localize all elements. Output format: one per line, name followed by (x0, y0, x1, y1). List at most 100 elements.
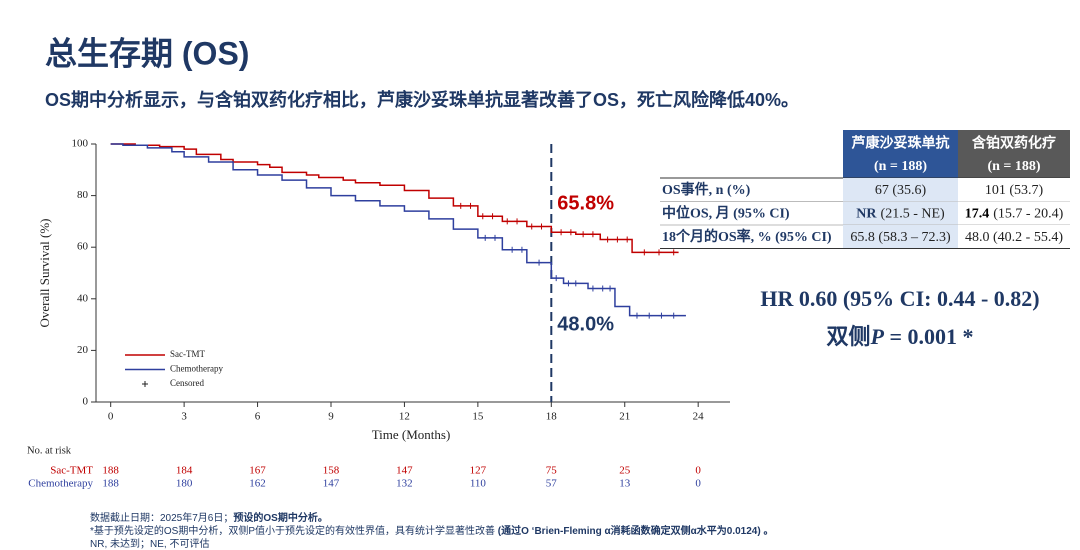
x-axis-label: Time (Months) (372, 427, 451, 442)
survival-curve (110, 143, 686, 317)
table-cell-text: (21.5 - NE) (881, 206, 945, 221)
risk-value: 167 (249, 465, 266, 477)
x-tick-label: 0 (108, 411, 114, 423)
censor-mark (656, 249, 663, 256)
table-header-cell (958, 130, 1070, 178)
table-cell: 65.8 (58.3 – 72.3) (850, 230, 951, 245)
censor-mark (670, 249, 677, 256)
footnote-text: 数据截止日期：2025年7月6日； (90, 511, 233, 524)
censor-mark (607, 285, 614, 292)
risk-value: 75 (546, 465, 558, 477)
footnote: *基于预先设定的OS期中分析，双侧P值小于预先设定的有效性界值，具有统计学显著性… (90, 524, 773, 537)
censor-mark (565, 280, 572, 287)
table-cell: 17.4 (15.7 - 20.4) (965, 206, 1064, 221)
table-cell-bg (843, 178, 958, 202)
risk-value: 162 (249, 478, 266, 490)
table-cell-bg (958, 225, 1070, 249)
x-tick-label: 6 (255, 411, 261, 423)
y-tick-label: 100 (72, 138, 89, 150)
risk-value: 0 (695, 478, 701, 490)
censor-mark (536, 259, 543, 266)
footnote-bold: 预设的OS期中分析。 (233, 511, 327, 524)
table-cell-text: 65.8 (58.3 – 72.3) (850, 230, 951, 245)
footnote-text: *基于预先设定的OS期中分析，双侧P值小于预先设定的有效性界值，具有统计学显著性… (90, 524, 498, 537)
censor-mark (572, 280, 579, 287)
y-tick-label: 80 (77, 189, 89, 201)
y-tick-label: 20 (77, 344, 89, 356)
x-tick-label: 9 (328, 411, 334, 423)
p-text: 双侧P = 0.001 * (826, 324, 973, 349)
censor-mark (558, 229, 565, 236)
risk-value: 13 (619, 478, 631, 490)
footnote-bold: (通过O ‘Brien-Fleming α消耗函数确定双侧α水平为0.0124)… (498, 524, 774, 537)
table-cell: 67 (35.6) (875, 183, 927, 198)
x-tick-label: 3 (181, 411, 187, 423)
risk-value: 180 (176, 478, 193, 490)
y-axis-label: Overall Survival (%) (37, 218, 52, 327)
censor-mark (467, 202, 474, 209)
table-header: 芦康沙妥珠单抗 (852, 135, 950, 151)
risk-value: 0 (695, 465, 701, 477)
y-tick-label: 60 (77, 241, 89, 253)
table-cell: NR (21.5 - NE) (856, 206, 945, 221)
risk-value: 147 (396, 465, 413, 477)
risk-value: 127 (470, 465, 487, 477)
censor-mark (670, 312, 677, 319)
censor-mark (528, 223, 535, 230)
censor-mark (538, 223, 545, 230)
censor-mark (518, 246, 525, 253)
y-tick-label: 0 (83, 396, 89, 408)
censor-mark (614, 236, 621, 243)
risk-value: 188 (102, 465, 119, 477)
risk-value: 158 (323, 465, 340, 477)
censor-mark (599, 285, 606, 292)
table-row-label: 18个月的OS率, % (95% CI) (662, 228, 832, 245)
table-cell-bg (843, 201, 958, 225)
table-cell-text: 67 (35.6) (875, 183, 927, 198)
censor-mark (457, 202, 464, 209)
censor-mark (492, 234, 499, 241)
censor-mark (553, 275, 560, 282)
y-tick-label: 40 (77, 292, 89, 304)
footnote: 数据截止日期：2025年7月6日；预设的OS期中分析。 (90, 511, 328, 524)
table-header-cell (843, 130, 958, 178)
table-cell: 101 (53.7) (985, 183, 1044, 198)
risk-value: 25 (619, 465, 631, 477)
table-cell-bold: 17.4 (965, 206, 990, 221)
risk-row-name: Sac-TMT (50, 465, 93, 477)
title: 总生存期 (OS) (45, 35, 249, 71)
subtitle: OS期中分析显示，与含铂双药化疗相比，芦康沙妥珠单抗显著改善了OS，死亡风险降低… (45, 89, 799, 110)
table-header: 含铂双药化疗 (972, 135, 1056, 151)
footnote: NR, 未达到；NE, 不可评估 (90, 537, 209, 550)
legend-censor-symbol (142, 381, 148, 387)
censor-mark (479, 213, 486, 220)
censor-mark (658, 312, 665, 319)
censor-mark (504, 218, 511, 225)
table-cell-text: (15.7 - 20.4) (993, 206, 1063, 221)
risk-value: 132 (396, 478, 413, 490)
risk-value: 57 (546, 478, 558, 490)
table-header-n: (n = 188) (874, 159, 927, 174)
table-header-n: (n = 188) (987, 159, 1040, 174)
p-prefix: 双侧 (826, 324, 870, 349)
censor-mark (567, 229, 574, 236)
censor-mark (514, 218, 521, 225)
risk-value: 188 (102, 478, 119, 490)
x-tick-label: 12 (399, 411, 410, 423)
legend-label: Chemotherapy (170, 364, 223, 374)
footnote-text: NR, 未达到；NE, 不可评估 (90, 537, 209, 550)
censor-mark (482, 234, 489, 241)
table-cell-text: 48.0 (40.2 - 55.4) (965, 230, 1063, 245)
x-tick-label: 18 (546, 411, 558, 423)
x-tick-label: 15 (472, 411, 484, 423)
table-cell-bg (958, 201, 1070, 225)
annotation: 48.0% (557, 313, 614, 335)
table-cell-text: 101 (53.7) (985, 183, 1044, 198)
legend-label: Censored (170, 378, 204, 388)
censor-mark (489, 213, 496, 220)
legend-label: Sac-TMT (170, 349, 205, 359)
risk-title: No. at risk (27, 445, 72, 456)
risk-value: 147 (323, 478, 340, 490)
table-cell-bold: NR (856, 206, 877, 221)
